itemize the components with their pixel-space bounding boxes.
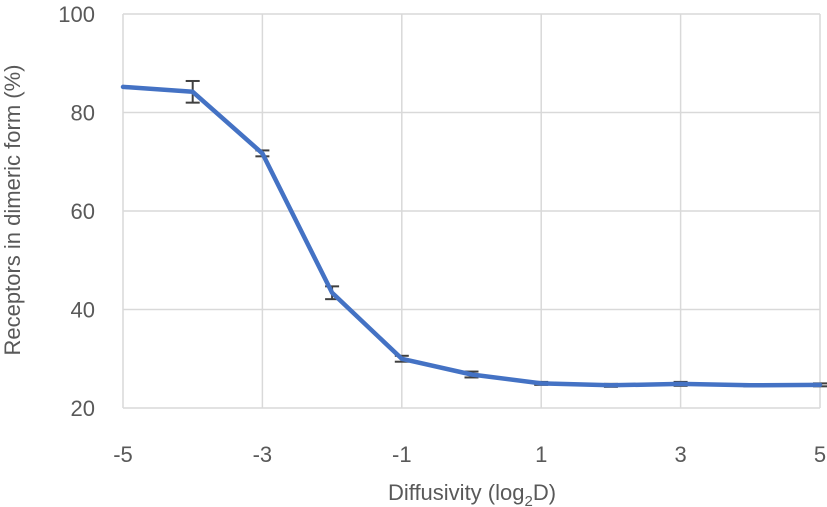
chart-grid (122, 13, 821, 409)
y-tick-labels: 20 40 60 80 100 (58, 2, 95, 421)
x-axis-title-prefix: Diffusivity (log (388, 480, 525, 505)
x-axis-title-subscript: 2 (524, 493, 532, 507)
y-tick-label: 60 (71, 199, 95, 224)
x-axis-title: Diffusivity (log2D) (388, 480, 556, 507)
series-group (120, 84, 823, 388)
x-tick-label: -3 (253, 442, 273, 467)
x-tick-labels: -5 -3 -1 1 3 5 (113, 442, 826, 467)
x-tick-label: 3 (674, 442, 686, 467)
y-tick-label: 100 (58, 2, 95, 27)
x-tick-label: 5 (814, 442, 826, 467)
y-tick-label: 20 (71, 396, 95, 421)
x-tick-label: -5 (113, 442, 133, 467)
y-tick-label: 40 (71, 298, 95, 323)
y-tick-label: 80 (71, 101, 95, 126)
x-axis-title-suffix: D) (533, 480, 556, 505)
error-bars (185, 79, 827, 388)
x-tick-label: 1 (535, 442, 547, 467)
x-tick-label: -1 (392, 442, 412, 467)
series-line (120, 84, 823, 388)
y-axis-title: Receptors in dimeric form (%) (0, 65, 25, 356)
